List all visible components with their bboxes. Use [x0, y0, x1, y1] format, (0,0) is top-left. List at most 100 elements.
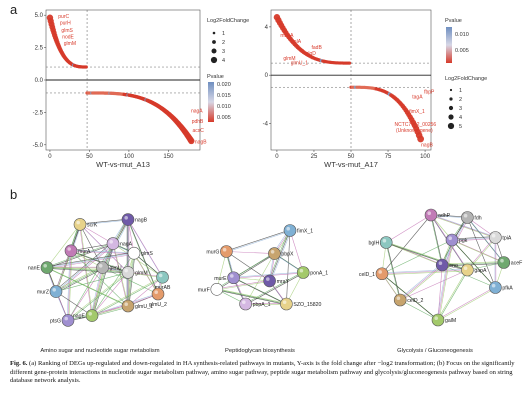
network-edge — [381, 239, 453, 275]
network-edge — [430, 214, 496, 238]
node-highlight — [52, 288, 56, 292]
network-edge — [437, 264, 443, 321]
x-tick-label: 0 — [48, 154, 52, 160]
network-node — [106, 237, 120, 250]
size-legend-label: 1 — [459, 88, 462, 94]
x-tick-label: 50 — [86, 154, 93, 160]
network-edge — [399, 263, 442, 300]
network-node-label: gapA — [474, 268, 487, 274]
network-node-label: murZ — [37, 290, 49, 296]
network-node-label: aceF — [511, 261, 523, 267]
network-edge — [70, 243, 114, 252]
network-edge — [451, 239, 504, 263]
network-caption-2: Peptidoglycan biosynthesis — [225, 348, 295, 354]
node-highlight — [154, 290, 158, 294]
network-node — [227, 271, 240, 285]
size-legend-dot — [212, 31, 216, 35]
gene-label: mapA — [280, 33, 294, 39]
network-edge — [233, 271, 303, 278]
network-edge — [80, 224, 93, 317]
gene-label: glgD — [306, 51, 317, 57]
x-tick-label: 0 — [275, 154, 279, 160]
network-edge — [400, 269, 468, 301]
node-highlight — [396, 296, 401, 300]
network-edge — [80, 219, 129, 226]
network-edge — [46, 252, 135, 268]
network-edge — [233, 277, 287, 304]
network-edge — [91, 253, 135, 316]
size-legend-dot — [449, 97, 453, 101]
network-edge — [55, 267, 103, 292]
node-highlight — [463, 213, 468, 218]
node-highlight — [500, 258, 504, 263]
node-highlight — [434, 316, 439, 320]
network-node — [280, 297, 293, 311]
node-highlight — [491, 283, 496, 288]
size-legend-label: 4 — [459, 115, 462, 121]
network-node — [445, 233, 459, 247]
node-highlight — [222, 247, 227, 252]
size-legend-dot — [210, 56, 218, 64]
network-edge — [270, 231, 292, 282]
size-legend-title: Log2FoldChange — [207, 18, 249, 24]
node-highlight — [378, 270, 383, 274]
network-node — [121, 299, 135, 313]
y-tick-label: -4 — [263, 121, 269, 127]
network-edge — [382, 274, 440, 322]
node-highlight — [286, 226, 291, 231]
network-edge — [56, 251, 72, 293]
network-node — [489, 231, 502, 244]
node-highlight — [213, 285, 217, 290]
data-point — [84, 65, 88, 69]
color-legend-label: 0.010 — [217, 104, 231, 110]
node-highlight — [109, 240, 113, 244]
network-edge — [216, 289, 287, 305]
network-node-label: nagB — [135, 218, 148, 224]
network-edge — [216, 252, 275, 290]
network-edge — [46, 266, 128, 306]
network-edge — [217, 253, 276, 291]
network-edge — [70, 250, 128, 273]
network-node-label: nagE — [73, 314, 86, 320]
network-edge — [46, 252, 134, 267]
network-node-label: mraY — [277, 279, 290, 285]
network-edge — [67, 267, 103, 321]
color-legend-title: Pvalue — [207, 74, 224, 80]
network-node — [49, 285, 63, 298]
network-edge — [430, 213, 495, 237]
network-edge — [70, 250, 134, 254]
node-highlight — [130, 249, 134, 254]
network-node — [85, 309, 99, 322]
network-node — [156, 270, 169, 284]
y-tick-label: -5.0 — [33, 143, 44, 149]
network-edge — [217, 281, 271, 291]
network-edge — [70, 250, 129, 307]
node-highlight — [438, 261, 443, 265]
network-edge — [381, 269, 468, 275]
figure-caption: Fig. 6. (a) Ranking of DEGs up-regulated… — [10, 360, 522, 386]
network-node-label: celD_2 — [407, 298, 423, 304]
network-node — [461, 211, 474, 224]
network-edge — [91, 272, 129, 316]
network-node-label: fdh — [474, 216, 481, 222]
node-highlight — [67, 247, 71, 251]
network-edge — [442, 262, 504, 266]
network-edge — [128, 219, 159, 295]
network-edge — [127, 219, 158, 294]
network-edge — [386, 242, 401, 301]
network-edge — [437, 286, 496, 320]
gene-label: rmlA — [291, 39, 302, 45]
network-edge — [467, 237, 497, 271]
y-tick-label: 0 — [265, 73, 269, 79]
color-legend-label: 0.015 — [217, 93, 231, 99]
color-legend-label: 0.005 — [217, 115, 231, 121]
color-legend-label: 0.005 — [455, 48, 469, 54]
panel-letter-b: b — [10, 187, 18, 202]
node-highlight — [463, 266, 468, 270]
network-edge — [68, 251, 73, 322]
y-tick-label: 0.0 — [35, 78, 44, 84]
network-node — [489, 281, 502, 294]
network-node-label: nagA — [120, 242, 133, 248]
network-node-label: murG — [206, 250, 219, 256]
network-edge — [216, 280, 270, 290]
